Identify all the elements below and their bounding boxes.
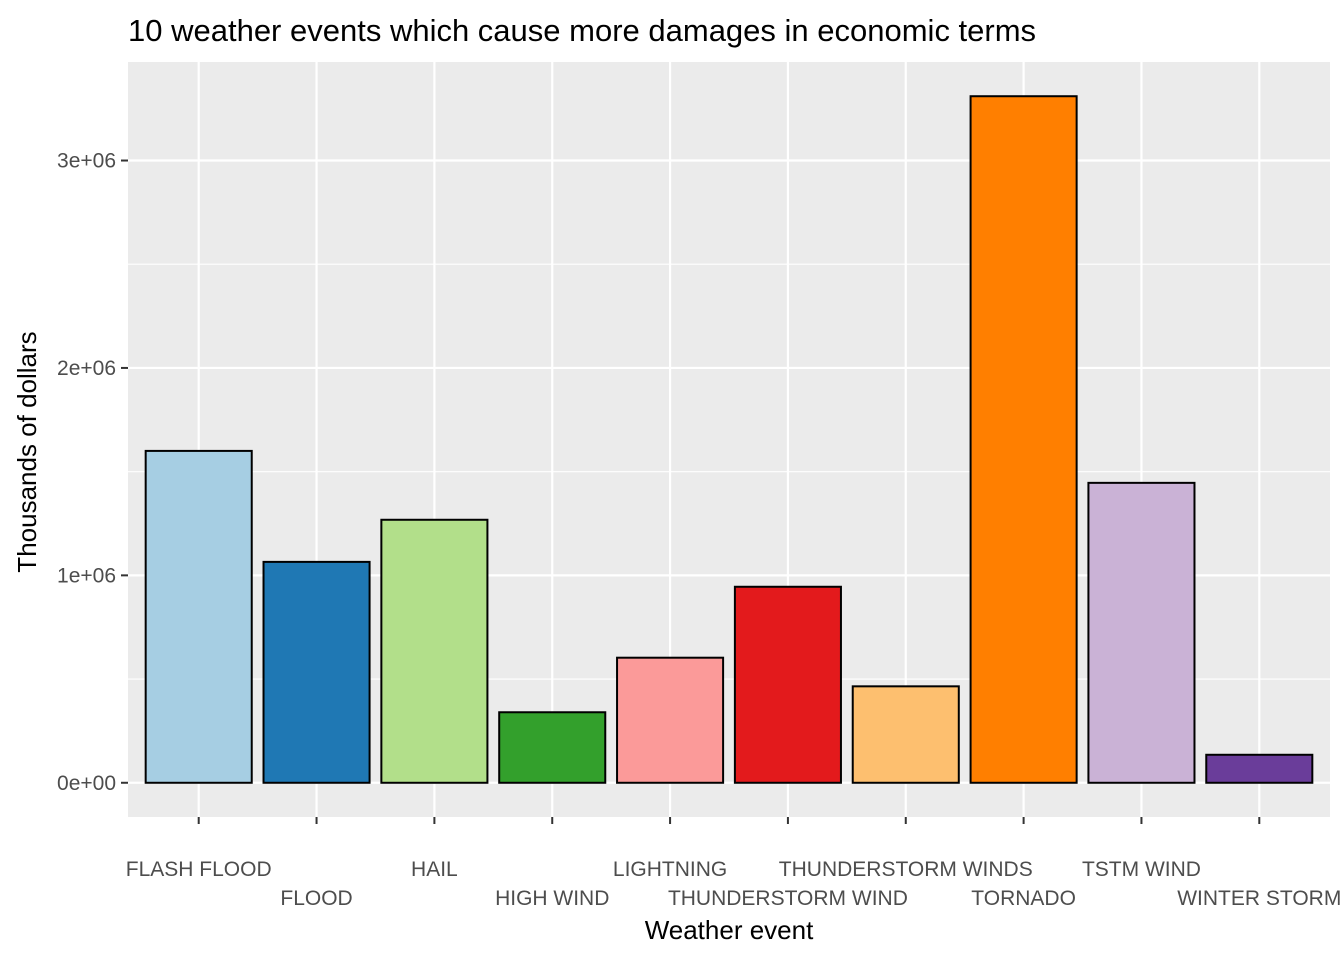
y-axis-title: Thousands of dollars <box>12 331 42 572</box>
x-tick-label: THUNDERSTORM WINDS <box>779 858 1033 881</box>
bars <box>144 95 1314 784</box>
x-tick-label: HIGH WIND <box>495 887 609 910</box>
x-tick-label: FLASH FLOOD <box>126 858 272 881</box>
bar <box>616 656 725 784</box>
bar <box>1205 753 1314 784</box>
x-tick-label: TSTM WIND <box>1082 858 1201 881</box>
y-axis: 0e+00 1e+06 2e+06 3e+06 <box>57 150 128 795</box>
x-tick-label: THUNDERSTORM WIND <box>668 887 908 910</box>
bar <box>144 449 253 784</box>
x-tick-label: FLOOD <box>280 887 352 910</box>
y-tick-label: 3e+06 <box>57 150 116 173</box>
bar <box>969 95 1078 784</box>
bar <box>733 585 842 784</box>
x-tick-label: LIGHTNING <box>613 858 727 881</box>
y-tick-label: 0e+00 <box>57 772 116 795</box>
y-tick-label: 1e+06 <box>57 564 116 587</box>
x-tick-label: WINTER STORM <box>1177 887 1341 910</box>
x-tick-label: HAIL <box>411 858 458 881</box>
chart-title: 10 weather events which cause more damag… <box>128 13 1036 48</box>
bar <box>380 518 489 784</box>
bar <box>498 711 607 784</box>
x-axis-title: Weather event <box>645 915 814 945</box>
bar <box>851 685 960 784</box>
bar <box>1087 481 1196 784</box>
x-tick-label: TORNADO <box>971 887 1076 910</box>
y-tick-label: 2e+06 <box>57 357 116 380</box>
bar <box>262 560 371 784</box>
